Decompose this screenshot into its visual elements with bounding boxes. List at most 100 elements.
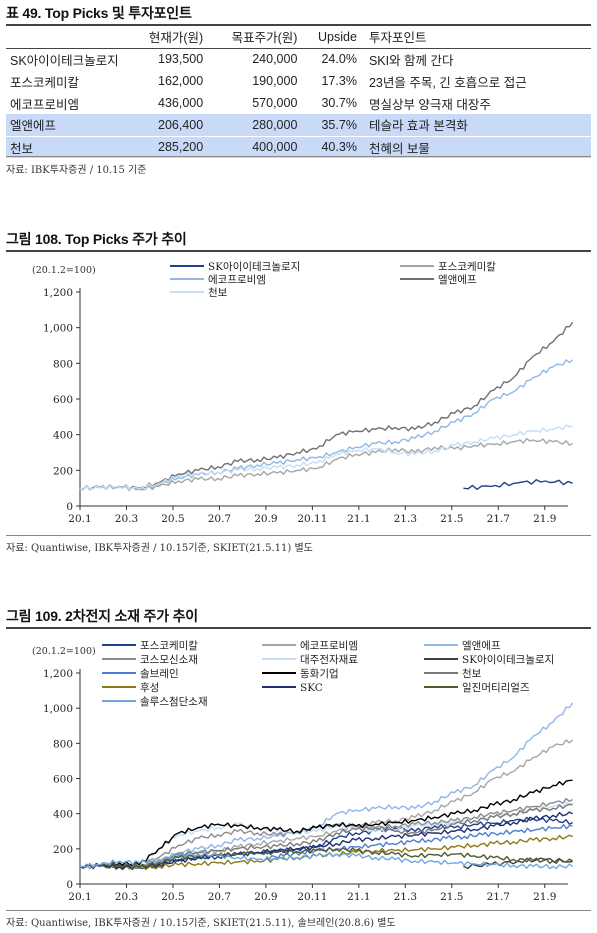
series-line-3 (79, 702, 574, 869)
x-tick-label: 20.7 (208, 513, 231, 525)
table-row: 에코프로비엠 436,000 570,000 30.7% 명실상부 양극재 대장… (6, 92, 591, 114)
legend-label: 동화기업 (300, 667, 339, 680)
row-target: 570,000 (252, 96, 298, 110)
table-title: 표 49. Top Picks 및 투자포인트 (6, 5, 192, 21)
x-tick-label: 20.7 (208, 891, 231, 903)
chart2-source: 자료: Quantiwise, IBK투자증권 / 10.15기준, SKIET… (6, 918, 396, 929)
y-tick-label: 200 (53, 465, 73, 477)
row-price: 162,000 (158, 74, 204, 88)
row-name: SK아이이테크놀로지 (10, 53, 119, 68)
table-header-target: 목표주가(원) (204, 26, 299, 49)
legend-label: 에코프로비엠 (208, 274, 266, 286)
x-tick-label: 20.1 (68, 891, 91, 903)
legend-label: 대주전자재료 (300, 654, 358, 666)
series-line-7 (265, 824, 573, 861)
x-tick-label: 20.11 (297, 891, 327, 903)
table-source: 자료: IBK투자증권 / 10.15 기준 (6, 165, 147, 176)
row-upside: 17.3% (321, 74, 357, 88)
table-header-price: 현재가(원) (126, 26, 205, 49)
y-tick-label: 1,000 (43, 323, 73, 335)
row-point: SKI와 함께 간다 (368, 53, 454, 68)
chart1-axes: 0 200 400 600 800 1,000 1,200 20.1 20.3 20.5 20.7 2… (43, 287, 568, 525)
legend-label: SK아이이테크놀로지 (462, 654, 554, 666)
chart2-axes: 0 200 400 600 800 1,000 1,200 20.1 20.3 20.5 20.7 2… (43, 668, 568, 903)
table-top-rule (6, 24, 591, 26)
top-picks-table: 현재가(원) 목표주가(원) Upside 투자포인트 SK아이이테크놀로지 1… (6, 26, 591, 158)
row-name: 에코프로비엠 (10, 97, 80, 112)
row-upside: 30.7% (321, 96, 357, 110)
chart1-bottom-rule (6, 535, 591, 536)
chart2-series (79, 702, 574, 871)
row-target: 280,000 (204, 114, 299, 136)
row-price: 206,400 (126, 114, 205, 136)
legend-label: 에코프로비엠 (300, 640, 358, 652)
chart1-source: 자료: Quantiwise, IBK투자증권 / 10.15기준, SKIET… (6, 543, 313, 554)
row-price: 285,200 (126, 135, 205, 158)
table-header-point: 투자포인트 (364, 26, 591, 49)
series-line-3 (79, 359, 574, 491)
row-point: 23년을 주목, 긴 호흡으로 접근 (368, 75, 527, 90)
chart2-bottom-rule (6, 910, 591, 911)
y-tick-label: 400 (53, 430, 73, 442)
series-line-11 (79, 811, 573, 870)
y-tick-label: 0 (66, 879, 73, 891)
chart2-title: 그림 109. 2차전지 소재 주가 추이 (6, 608, 198, 624)
x-tick-label: 20.1 (68, 513, 91, 525)
table-header-name (6, 26, 126, 49)
series-line-13 (80, 851, 573, 870)
legend-label: 솔루스첨단소재 (140, 696, 208, 708)
legend-label: 후성 (140, 682, 159, 694)
chart1-line-chart: (20.1.2=100) 0 200 400 600 800 1,000 1,200 20.1… (32, 260, 574, 525)
table-row: SK아이이테크놀로지 193,500 240,000 24.0% SKI와 함께… (6, 48, 591, 70)
row-name: 포스코케미칼 (10, 75, 80, 90)
row-target: 190,000 (252, 74, 298, 88)
row-point: 천혜의 보물 (364, 135, 591, 158)
series-line-2 (79, 438, 573, 492)
row-target: 400,000 (204, 135, 299, 158)
series-line-8 (79, 779, 573, 869)
legend-label: 포스코케미칼 (438, 260, 496, 273)
row-upside: 35.7% (298, 114, 365, 136)
x-tick-label: 21.3 (394, 513, 417, 525)
chart1-series (79, 321, 574, 492)
chart2-unit-note: (20.1.2=100) (32, 646, 96, 657)
legend-label: 천보 (208, 287, 228, 299)
row-name: 엘앤에프 (6, 114, 126, 136)
series-line-4 (79, 798, 573, 869)
x-tick-label: 21.9 (533, 513, 556, 525)
series-line-4 (79, 321, 574, 491)
legend-label: SKC (300, 682, 323, 694)
series-line-5 (79, 801, 573, 870)
y-tick-label: 400 (53, 809, 73, 821)
y-tick-label: 1,200 (43, 668, 73, 680)
legend-label: 엘앤에프 (438, 273, 477, 286)
legend-label: 엘앤에프 (462, 639, 501, 652)
legend-label: 솔브레인 (140, 668, 179, 680)
x-tick-label: 21.3 (394, 891, 417, 903)
row-point: 명실상부 양극재 대장주 (368, 97, 491, 112)
table-row-highlighted: 천보 285,200 400,000 40.3% 천혜의 보물 (6, 135, 591, 158)
series-line-12 (79, 846, 573, 870)
x-tick-label: 21.7 (487, 891, 510, 903)
legend-label: 포스코케미칼 (140, 639, 198, 652)
x-tick-label: 21.1 (347, 513, 370, 525)
x-tick-label: 21.7 (487, 513, 510, 525)
table-row-highlighted: 엘앤에프 206,400 280,000 35.7% 테슬라 효과 본격화 (6, 114, 591, 136)
y-tick-label: 0 (66, 501, 73, 513)
series-line-10 (79, 834, 573, 871)
series-line-5 (79, 424, 573, 491)
y-tick-label: 200 (53, 844, 73, 856)
x-tick-label: 20.5 (161, 891, 184, 903)
chart2-line-chart: (20.1.2=100) 0 200 400 600 800 1,000 1,200 20.1… (32, 639, 574, 903)
table-bottom-rule (6, 156, 591, 157)
y-tick-label: 1,000 (43, 703, 73, 715)
chart1-title: 그림 108. Top Picks 주가 추이 (6, 231, 187, 247)
x-tick-label: 20.3 (115, 513, 138, 525)
chart1-top-rule (6, 250, 591, 252)
y-tick-label: 1,200 (43, 287, 73, 299)
row-target: 240,000 (252, 52, 298, 67)
legend-label: 코스모신소재 (140, 654, 198, 666)
x-tick-label: 20.5 (161, 513, 184, 525)
